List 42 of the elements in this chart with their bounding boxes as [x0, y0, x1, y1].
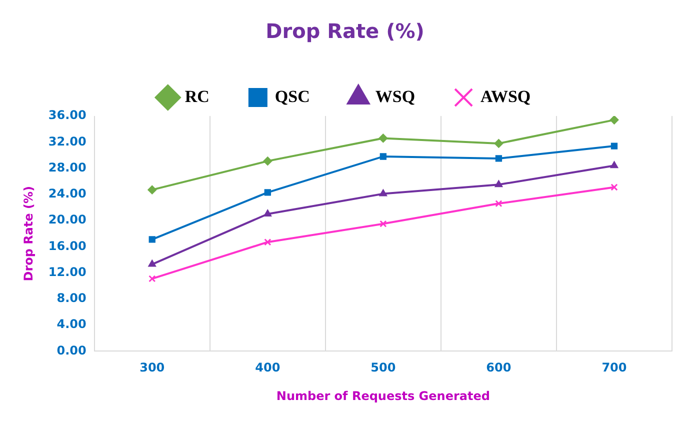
- point: [264, 210, 272, 216]
- x-tick-label: 500: [370, 360, 396, 375]
- point: [494, 138, 504, 148]
- x-axis-title: Number of Requests Generated: [276, 388, 490, 403]
- x-tick-label: 400: [255, 360, 280, 375]
- y-tick-label: 12.00: [48, 264, 86, 279]
- y-tick-label: 16.00: [48, 238, 86, 253]
- point: [610, 142, 618, 150]
- y-tick-label: 24.00: [48, 186, 86, 201]
- point: [494, 180, 503, 188]
- point: [380, 220, 387, 228]
- point: [380, 153, 387, 160]
- point: [495, 200, 502, 208]
- y-tick-label: 8.00: [56, 291, 86, 306]
- point: [264, 189, 271, 196]
- point: [610, 184, 618, 191]
- point: [379, 189, 388, 196]
- legend-label: QSC: [274, 86, 310, 106]
- point: [264, 238, 272, 246]
- legend-label: WSQ: [375, 86, 416, 106]
- y-tick-label: 4.00: [56, 317, 86, 332]
- point: [378, 134, 388, 143]
- y-tick-label: 28.00: [48, 160, 86, 174]
- point: [148, 236, 156, 243]
- y-tick-label: 32.00: [48, 134, 86, 148]
- point: [495, 155, 502, 162]
- x-tick-label: 700: [602, 360, 627, 375]
- y-tick-label: 36.00: [48, 108, 86, 122]
- y-tick-label: 20.00: [48, 212, 86, 227]
- point: [610, 161, 618, 168]
- y-axis-title: Drop Rate (%): [21, 186, 36, 282]
- y-tick-label: 0.00: [56, 343, 86, 358]
- legend-label: AWSQ: [480, 86, 531, 106]
- legend-label: RC: [184, 86, 210, 106]
- point: [148, 260, 156, 267]
- x-tick-label: 600: [486, 360, 512, 375]
- point: [148, 185, 157, 194]
- point: [148, 275, 156, 282]
- chart-title: Drop Rate (%): [266, 19, 424, 44]
- x-tick-label: 300: [140, 360, 165, 375]
- point: [610, 116, 619, 124]
- point: [263, 156, 272, 166]
